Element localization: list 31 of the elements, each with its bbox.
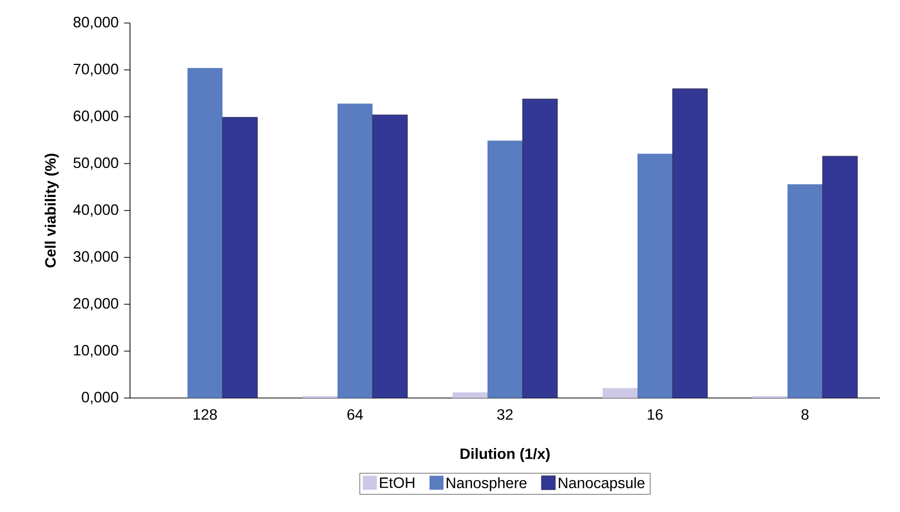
x-tick-label: 128 xyxy=(194,409,217,420)
y-tick-label: 30,000 xyxy=(73,251,118,264)
x-tick-label: 8 xyxy=(801,409,809,420)
bar xyxy=(188,68,222,398)
y-axis-title: Cell viability (%) xyxy=(44,154,59,268)
y-tick-label: 60,000 xyxy=(74,110,118,123)
x-tick-label: 32 xyxy=(497,409,513,420)
bar xyxy=(222,117,258,398)
bar xyxy=(788,184,823,398)
y-tick-label: 80,000 xyxy=(74,16,118,30)
y-tick-label: 10,000 xyxy=(74,344,118,358)
y-tick-label: 0,000 xyxy=(82,392,118,404)
bar xyxy=(822,156,858,398)
bar xyxy=(672,88,708,398)
bar xyxy=(522,98,558,398)
bar xyxy=(638,154,672,398)
legend-label: EtOH xyxy=(380,477,414,488)
y-tick-label: 50,000 xyxy=(74,157,118,170)
bar xyxy=(602,388,638,398)
legend-label: Nanosphere xyxy=(446,477,527,492)
legend-label: Nanocapsule xyxy=(558,477,644,492)
bar xyxy=(488,140,522,398)
x-axis-title: Dilution (1/x) xyxy=(460,448,550,462)
bar xyxy=(372,114,408,398)
y-tick-label: 20,000 xyxy=(74,298,118,310)
y-tick-label: 70,000 xyxy=(74,64,118,76)
bar xyxy=(452,392,488,398)
y-tick-label: 40,000 xyxy=(73,204,118,217)
x-tick-label: 64 xyxy=(347,409,363,420)
bar xyxy=(338,104,372,398)
x-tick-label: 16 xyxy=(648,409,663,420)
